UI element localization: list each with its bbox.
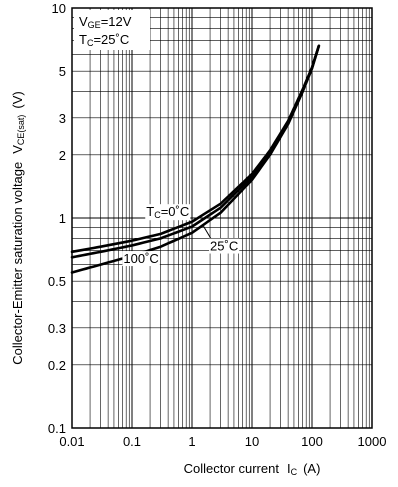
y-tick-labels: 0.1 0.2 0.3 0.5 1 2 3 5 10 — [48, 1, 66, 436]
x-tick-label: 1000 — [358, 434, 387, 449]
x-tick-label: 100 — [301, 434, 323, 449]
y-tick-label: 0.3 — [48, 321, 66, 336]
y-tick-label: 5 — [59, 64, 66, 79]
x-axis-label: Collector current IC (A) — [184, 461, 321, 477]
x-tick-label: 1 — [188, 434, 195, 449]
y-tick-label: 1 — [59, 211, 66, 226]
plot-frame — [71, 7, 373, 429]
x-tick-labels: 0.01 0.1 1 10 100 1000 — [59, 434, 386, 449]
x-tick-label: 0.01 — [59, 434, 84, 449]
y-axis-label: Collector-Emitter saturation voltageVCE(… — [10, 91, 26, 365]
x-tick-label: 10 — [245, 434, 259, 449]
curve-label-100c: 100˚C — [123, 251, 158, 266]
curve-label-25c: 25˚C — [210, 239, 238, 254]
conditions-box — [74, 10, 150, 50]
curve-labels: TC=0˚C 25˚C 100˚C — [122, 204, 240, 267]
condition-vge: VGE=12V — [79, 14, 132, 30]
y-tick-label: 0.5 — [48, 274, 66, 289]
curve-label-25c-leader — [202, 224, 213, 241]
y-tick-label: 2 — [59, 148, 66, 163]
condition-tc: TC=25˚C — [79, 32, 129, 48]
y-tick-label: 0.1 — [48, 421, 66, 436]
series-curve-1 — [70, 44, 321, 259]
y-tick-label: 10 — [52, 1, 66, 16]
series-curve-0 — [70, 44, 321, 254]
y-tick-label: 3 — [59, 111, 66, 126]
y-tick-label: 0.2 — [48, 358, 66, 373]
curve-label-0c: TC=0˚C — [146, 204, 189, 220]
x-tick-label: 0.1 — [123, 434, 141, 449]
